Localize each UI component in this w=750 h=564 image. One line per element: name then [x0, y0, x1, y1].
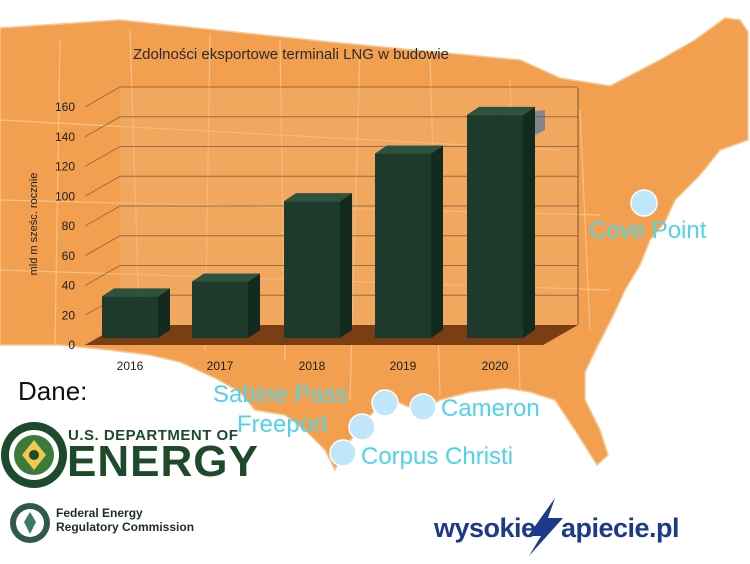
grid-line: [84, 86, 578, 108]
doe-seal-icon: [1, 422, 67, 488]
lightning-icon: [528, 498, 563, 556]
bar-top: [192, 273, 260, 282]
y-tick-label: 80: [62, 219, 76, 233]
x-tick-label: 2019: [390, 359, 417, 373]
bar-top: [467, 106, 535, 115]
bar-2019: [375, 145, 443, 338]
x-tick-label: 2016: [117, 359, 144, 373]
bar-side: [248, 273, 260, 338]
bars: [102, 106, 535, 338]
bar-side: [523, 106, 535, 338]
label-cameron: Cameron: [441, 395, 540, 422]
sources-label: Dane:: [18, 376, 88, 406]
chart-title: Zdolności eksportowe terminali LNG w bud…: [133, 46, 449, 63]
ferc-line1: Federal Energy: [56, 506, 143, 520]
bar-2020: [467, 106, 535, 338]
x-tick-labels: 2016 2017 2018 2019 2020: [117, 359, 509, 373]
y-axis-label: mld m sześc. rocznie: [28, 172, 40, 276]
label-corpus-christi: Corpus Christi: [361, 443, 514, 470]
bar-top: [375, 145, 443, 154]
marker-corpus-christi: [329, 439, 357, 467]
usa-land: [0, 17, 749, 472]
grid-line: [84, 116, 578, 138]
bar-front: [102, 296, 158, 338]
marker-cameron: [409, 393, 437, 421]
ferc-line2: Regulatory Commission: [56, 520, 195, 534]
y-tick-label: 100: [55, 189, 75, 203]
bar-2018: [284, 193, 352, 338]
label-cove-point: Cove Point: [589, 217, 707, 244]
ferc-seal-icon: [10, 503, 50, 543]
y-tick-label: 60: [62, 249, 76, 263]
bar-side: [158, 288, 170, 338]
label-freeport: Freeport: [237, 411, 328, 438]
bar-side: [340, 193, 352, 338]
bar-2017: [192, 273, 260, 338]
bar-side: [431, 145, 443, 338]
y-tick-labels: 0 20 40 60 80 100 120 140 160: [55, 100, 75, 352]
y-tick-label: 0: [68, 338, 75, 352]
y-tick-label: 140: [55, 130, 75, 144]
y-tick-label: 20: [62, 308, 76, 322]
x-tick-label: 2017: [207, 359, 234, 373]
marker-sabine-pass: [371, 389, 399, 417]
bar-front: [375, 153, 431, 338]
bar-top: [102, 288, 170, 297]
label-sabine-pass: Sabine Pass: [213, 381, 348, 408]
bar-front: [284, 201, 340, 338]
bar-2016: [102, 288, 170, 338]
bar-front: [192, 281, 248, 338]
x-tick-label: 2020: [482, 359, 509, 373]
terminal-markers: [329, 189, 658, 467]
brand-logo-part2: apiecie.pl: [561, 513, 680, 543]
y-tick-label: 40: [62, 279, 76, 293]
doe-logo-line1: U.S. DEPARTMENT OF: [68, 427, 239, 444]
marker-cove-point: [630, 189, 658, 217]
y-tick-label: 120: [55, 160, 75, 174]
marker-freeport: [348, 413, 376, 441]
brand-logo-part1: wysokie: [434, 513, 536, 543]
y-tick-label: 160: [55, 100, 75, 114]
doe-logo-line2: ENERGY: [67, 437, 259, 486]
bar-front: [467, 114, 523, 338]
x-tick-label: 2018: [299, 359, 326, 373]
bar-top: [284, 193, 352, 202]
